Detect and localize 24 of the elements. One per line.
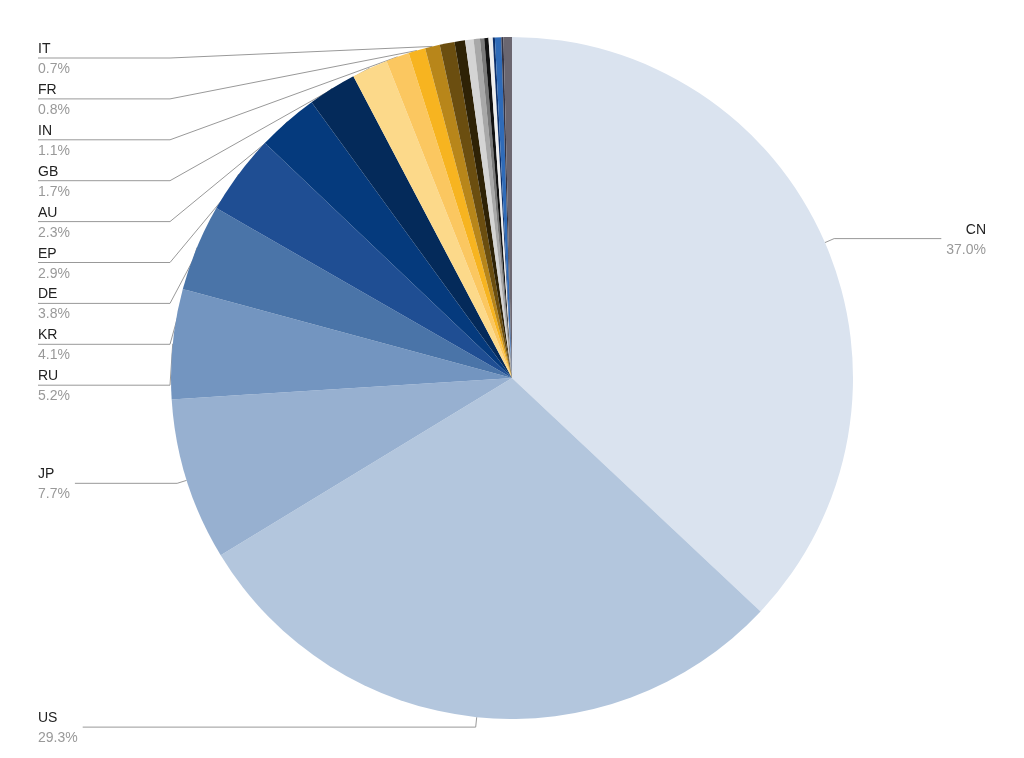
data-label: 1.1%: [38, 141, 70, 158]
data-label: 0.7%: [38, 60, 70, 76]
slice-label: IT: [38, 40, 51, 56]
data-label: 2.3%: [38, 223, 70, 240]
slice-label: FR: [38, 80, 57, 97]
slice-label: KR: [38, 326, 58, 343]
slice-label: DE: [38, 285, 58, 302]
data-label: 3.8%: [38, 305, 70, 322]
slice-label: IN: [38, 121, 52, 138]
data-label: 37.0%: [946, 240, 986, 257]
slice-label: GB: [38, 162, 59, 179]
slice-label: RU: [38, 367, 59, 384]
data-label: 7.7%: [38, 485, 70, 502]
slice-label: EP: [38, 244, 57, 261]
data-label: 1.7%: [38, 182, 70, 199]
data-label: 2.9%: [38, 264, 70, 281]
data-label: 5.2%: [38, 387, 70, 404]
slice-label: JP: [38, 465, 55, 482]
slice-label: CN: [965, 220, 986, 237]
data-label: 29.3%: [38, 729, 78, 746]
data-label: 0.8%: [38, 100, 70, 117]
slice-label: AU: [38, 203, 58, 220]
slice-label: US: [38, 709, 58, 726]
data-label: 4.1%: [38, 346, 70, 363]
